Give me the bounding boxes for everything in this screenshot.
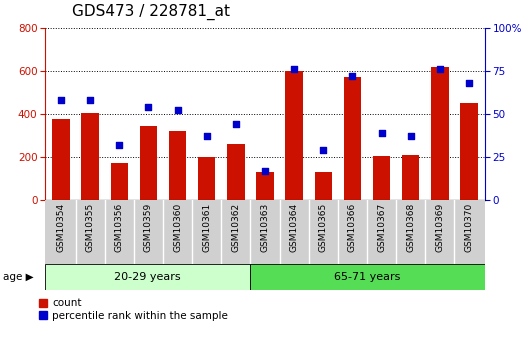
Bar: [52, 119, 70, 200]
Text: 65-71 years: 65-71 years: [334, 272, 401, 282]
Text: age ▶: age ▶: [3, 272, 33, 282]
Text: GSM10366: GSM10366: [348, 203, 357, 252]
Point: [115, 142, 123, 148]
Point: [348, 73, 357, 79]
Text: GSM10369: GSM10369: [435, 203, 444, 252]
Bar: [45, 264, 250, 290]
Point: [173, 108, 182, 113]
Text: GSM10354: GSM10354: [57, 203, 66, 252]
Bar: [402, 155, 419, 200]
Point: [436, 66, 444, 72]
Bar: [343, 77, 361, 200]
Bar: [257, 172, 273, 200]
Bar: [250, 264, 485, 290]
Point: [319, 147, 328, 153]
Text: GSM10356: GSM10356: [115, 203, 124, 252]
Text: GSM10365: GSM10365: [319, 203, 328, 252]
Text: GSM10360: GSM10360: [173, 203, 182, 252]
Point: [86, 97, 94, 103]
Bar: [198, 157, 216, 200]
Bar: [460, 103, 478, 200]
Point: [290, 66, 298, 72]
Text: GSM10364: GSM10364: [289, 203, 298, 252]
Bar: [227, 144, 245, 200]
Text: GSM10361: GSM10361: [202, 203, 211, 252]
Bar: [140, 126, 157, 200]
Text: GSM10359: GSM10359: [144, 203, 153, 252]
Point: [377, 130, 386, 136]
Text: GSM10368: GSM10368: [406, 203, 415, 252]
Point: [261, 168, 269, 174]
Point: [57, 97, 65, 103]
Bar: [431, 68, 448, 200]
Text: GSM10363: GSM10363: [261, 203, 269, 252]
Text: GDS473 / 228781_at: GDS473 / 228781_at: [72, 3, 229, 20]
Text: GSM10367: GSM10367: [377, 203, 386, 252]
Bar: [111, 164, 128, 200]
Point: [144, 104, 153, 110]
Point: [407, 134, 415, 139]
Point: [232, 121, 240, 127]
Text: 20-29 years: 20-29 years: [114, 272, 181, 282]
Text: GSM10355: GSM10355: [86, 203, 95, 252]
Point: [465, 80, 473, 86]
Bar: [314, 172, 332, 200]
Text: GSM10362: GSM10362: [232, 203, 241, 252]
Text: GSM10370: GSM10370: [464, 203, 473, 252]
Bar: [82, 113, 99, 200]
Point: [202, 134, 211, 139]
Bar: [285, 71, 303, 200]
Legend: count, percentile rank within the sample: count, percentile rank within the sample: [40, 298, 228, 321]
Bar: [169, 131, 187, 200]
Bar: [373, 156, 390, 200]
